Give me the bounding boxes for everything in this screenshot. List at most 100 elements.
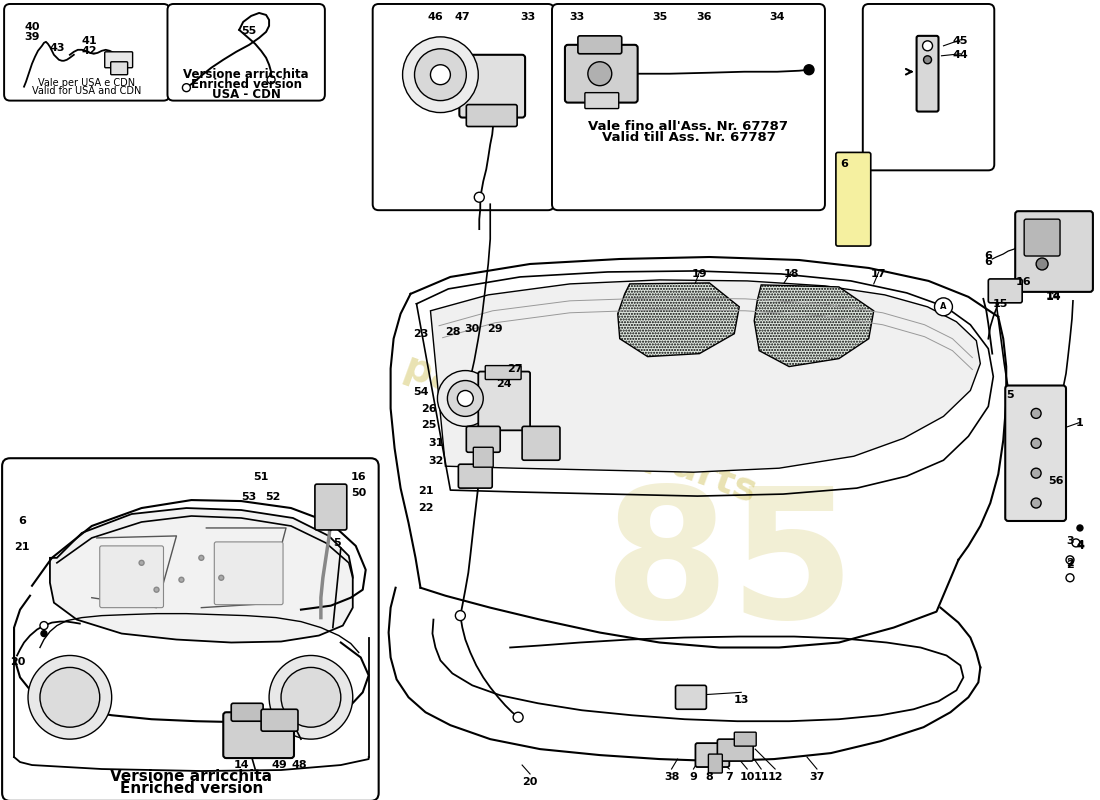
Text: 50: 50: [351, 488, 366, 498]
FancyBboxPatch shape: [578, 36, 621, 54]
FancyBboxPatch shape: [460, 54, 525, 118]
Text: 28: 28: [444, 326, 460, 337]
Circle shape: [513, 712, 524, 722]
Text: 23: 23: [412, 329, 428, 338]
Circle shape: [1031, 498, 1041, 508]
Text: passion for parts: passion for parts: [398, 347, 761, 510]
Text: 6: 6: [984, 251, 992, 261]
Text: 14: 14: [1045, 291, 1060, 301]
Text: 48: 48: [292, 760, 307, 770]
Polygon shape: [755, 285, 873, 366]
Text: 6: 6: [840, 159, 848, 170]
Circle shape: [267, 76, 275, 84]
Text: 3: 3: [1066, 536, 1074, 546]
Text: 14: 14: [233, 760, 249, 770]
Text: 2: 2: [1066, 558, 1074, 568]
Circle shape: [270, 655, 353, 739]
FancyBboxPatch shape: [167, 4, 324, 101]
FancyBboxPatch shape: [565, 45, 638, 102]
Text: 44: 44: [953, 50, 968, 60]
Circle shape: [40, 622, 48, 630]
FancyBboxPatch shape: [675, 686, 706, 710]
Text: 12: 12: [768, 772, 783, 782]
Polygon shape: [430, 280, 980, 472]
Text: 29: 29: [487, 324, 503, 334]
Circle shape: [455, 610, 465, 621]
Text: 85: 85: [604, 480, 855, 656]
Text: 45: 45: [953, 36, 968, 46]
Text: 56: 56: [1048, 476, 1064, 486]
Text: 11: 11: [754, 772, 769, 782]
FancyBboxPatch shape: [473, 447, 493, 467]
Text: 4: 4: [1076, 541, 1084, 551]
Circle shape: [154, 587, 160, 592]
FancyBboxPatch shape: [862, 4, 994, 170]
FancyBboxPatch shape: [585, 93, 618, 109]
Text: Valid till Ass. Nr. 67787: Valid till Ass. Nr. 67787: [602, 131, 776, 145]
Text: 9: 9: [690, 772, 697, 782]
Text: USA - CDN: USA - CDN: [211, 88, 280, 101]
Circle shape: [28, 655, 112, 739]
Text: 7: 7: [725, 772, 734, 782]
Text: 20: 20: [522, 777, 538, 787]
Polygon shape: [50, 508, 353, 642]
Text: 6: 6: [984, 257, 992, 267]
Text: 46: 46: [428, 12, 443, 22]
Text: 6: 6: [18, 516, 26, 526]
FancyBboxPatch shape: [100, 546, 164, 608]
Text: Versione arricchita: Versione arricchita: [110, 769, 273, 784]
Text: 36: 36: [696, 12, 712, 22]
FancyBboxPatch shape: [1024, 219, 1060, 256]
Text: Enriched version: Enriched version: [190, 78, 301, 90]
Text: 55: 55: [242, 26, 256, 36]
Circle shape: [924, 56, 932, 64]
Text: Enriched version: Enriched version: [120, 781, 263, 796]
FancyBboxPatch shape: [988, 279, 1022, 303]
Text: 30: 30: [464, 324, 480, 334]
Text: 51: 51: [253, 472, 268, 482]
Text: 39: 39: [24, 32, 40, 42]
Text: 8: 8: [705, 772, 713, 782]
Text: 17: 17: [871, 269, 887, 279]
Circle shape: [179, 578, 184, 582]
Text: 53: 53: [242, 492, 256, 502]
Circle shape: [183, 84, 190, 92]
FancyBboxPatch shape: [522, 426, 560, 460]
FancyBboxPatch shape: [836, 153, 871, 246]
Circle shape: [1031, 438, 1041, 448]
FancyBboxPatch shape: [466, 426, 500, 452]
FancyBboxPatch shape: [231, 703, 263, 722]
FancyBboxPatch shape: [315, 484, 346, 530]
FancyBboxPatch shape: [214, 542, 283, 605]
Text: 33: 33: [570, 12, 584, 22]
Polygon shape: [618, 283, 739, 357]
Text: 37: 37: [810, 772, 825, 782]
Text: 31: 31: [429, 438, 444, 448]
Text: A: A: [940, 302, 947, 311]
Circle shape: [430, 65, 450, 85]
FancyBboxPatch shape: [104, 52, 133, 68]
FancyBboxPatch shape: [373, 4, 554, 210]
Text: 5: 5: [333, 538, 341, 548]
Circle shape: [935, 298, 953, 316]
Text: 2: 2: [1066, 560, 1074, 570]
Text: 5: 5: [1006, 390, 1014, 401]
Circle shape: [415, 49, 466, 101]
Circle shape: [474, 192, 484, 202]
Circle shape: [1072, 539, 1080, 547]
Circle shape: [923, 41, 933, 51]
FancyBboxPatch shape: [478, 371, 530, 430]
Circle shape: [139, 560, 144, 566]
FancyBboxPatch shape: [223, 712, 294, 758]
Text: 20: 20: [10, 658, 25, 667]
FancyBboxPatch shape: [466, 105, 517, 126]
Text: 4: 4: [1076, 540, 1084, 550]
Text: 16: 16: [1015, 277, 1031, 287]
Circle shape: [41, 630, 47, 637]
Circle shape: [280, 667, 341, 727]
FancyBboxPatch shape: [111, 62, 128, 74]
Text: 35: 35: [652, 12, 668, 22]
Circle shape: [438, 370, 493, 426]
Text: 27: 27: [507, 363, 522, 374]
Text: 1: 1: [1076, 418, 1084, 428]
